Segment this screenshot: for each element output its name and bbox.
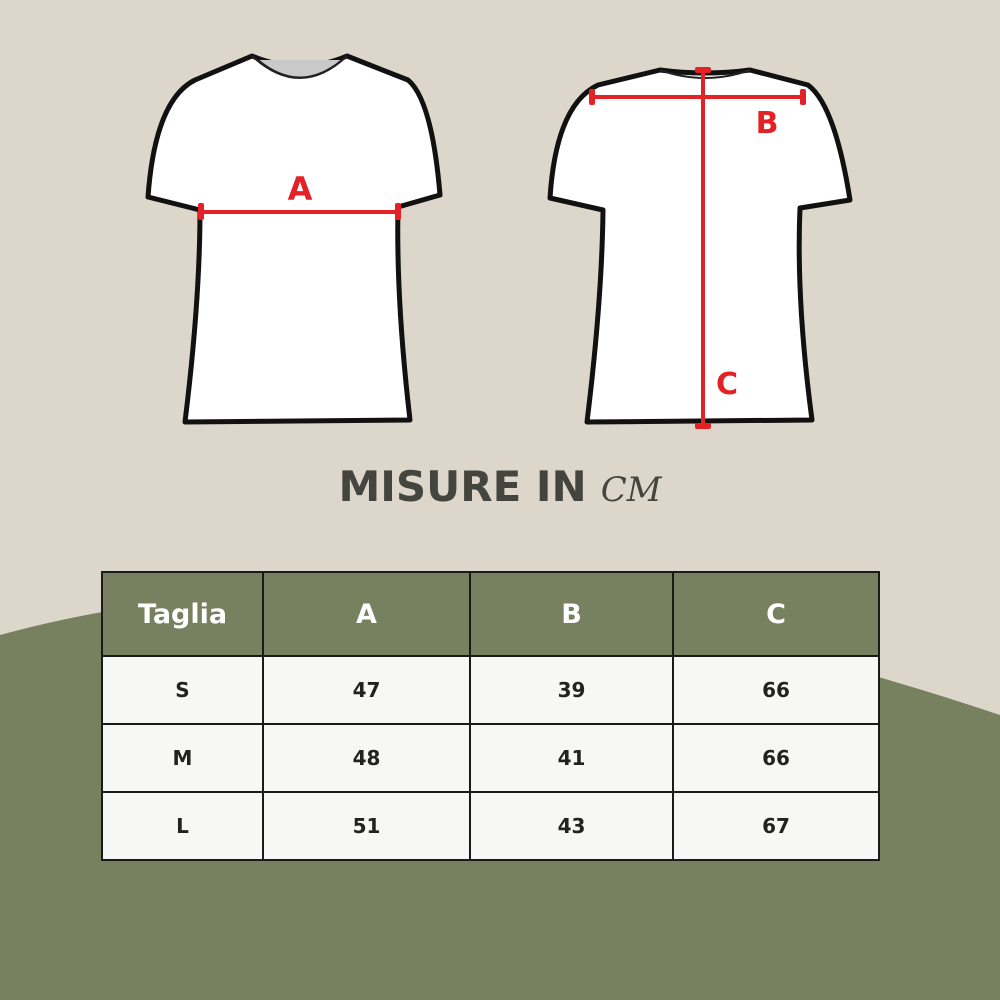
header-a: A bbox=[262, 571, 471, 657]
cell-a: 47 bbox=[262, 655, 471, 725]
back-tshirt: B C bbox=[547, 67, 853, 429]
cell-size: S bbox=[101, 655, 264, 725]
title-unit: CM bbox=[600, 470, 662, 510]
table-row: S 47 39 66 bbox=[101, 655, 880, 725]
table-header-row: Taglia A B C bbox=[101, 571, 880, 657]
label-a: A bbox=[288, 170, 313, 208]
header-taglia: Taglia bbox=[101, 571, 264, 657]
label-c: C bbox=[716, 367, 738, 402]
cell-b: 41 bbox=[469, 723, 674, 793]
cell-c: 66 bbox=[672, 655, 880, 725]
cell-b: 39 bbox=[469, 655, 674, 725]
table-row: L 51 43 67 bbox=[101, 791, 880, 861]
cell-c: 66 bbox=[672, 723, 880, 793]
title-text: MISURE IN bbox=[338, 462, 587, 511]
cell-b: 43 bbox=[469, 791, 674, 861]
header-c: C bbox=[672, 571, 880, 657]
front-tshirt: A bbox=[145, 53, 443, 425]
cell-size: M bbox=[101, 723, 264, 793]
cell-c: 67 bbox=[672, 791, 880, 861]
page-title: MISURE IN CM bbox=[0, 462, 1000, 511]
cell-size: L bbox=[101, 791, 264, 861]
size-table: Taglia A B C S 47 39 66 M 48 41 66 L 51 … bbox=[101, 571, 880, 861]
label-b: B bbox=[756, 106, 779, 141]
cell-a: 48 bbox=[262, 723, 471, 793]
tshirt-diagrams: A B C bbox=[145, 53, 853, 429]
header-b: B bbox=[469, 571, 674, 657]
cell-a: 51 bbox=[262, 791, 471, 861]
table-row: M 48 41 66 bbox=[101, 723, 880, 793]
